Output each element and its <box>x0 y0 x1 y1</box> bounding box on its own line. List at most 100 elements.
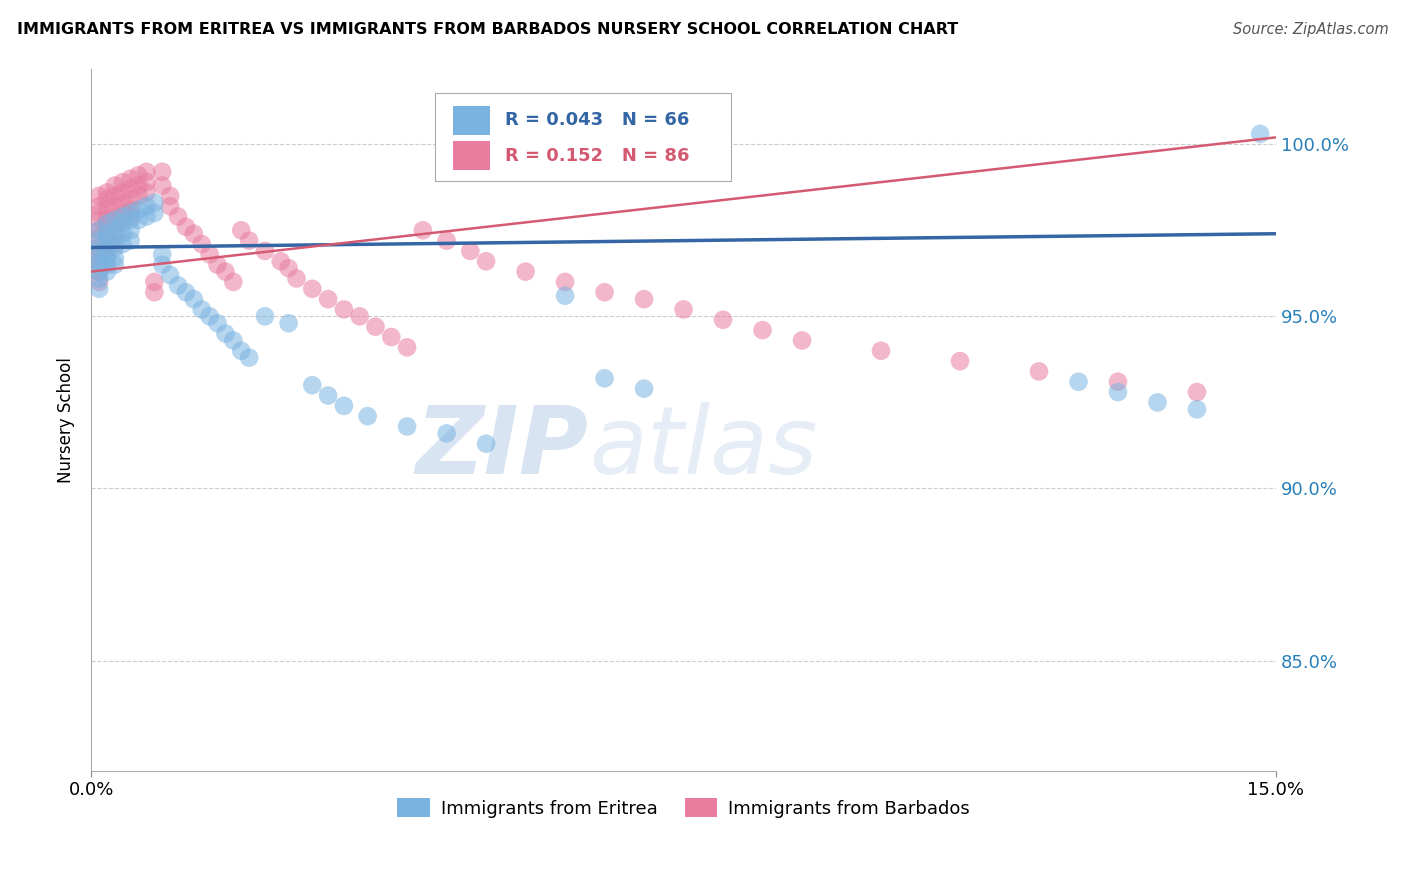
Point <box>143 195 166 210</box>
Y-axis label: Nursery School: Nursery School <box>58 357 75 483</box>
Point <box>1028 364 1050 378</box>
Point <box>104 227 127 241</box>
Point <box>120 182 142 196</box>
Point <box>111 213 134 227</box>
Point <box>143 275 166 289</box>
Point <box>87 223 110 237</box>
Point <box>87 247 110 261</box>
Point <box>150 247 173 261</box>
Point <box>167 278 190 293</box>
Point <box>111 186 134 200</box>
Point <box>87 264 110 278</box>
Point <box>104 240 127 254</box>
Point <box>104 230 127 244</box>
Point <box>87 230 110 244</box>
Point <box>87 258 110 272</box>
Point <box>475 436 498 450</box>
Point <box>96 213 118 227</box>
Point <box>333 302 356 317</box>
Point <box>96 219 118 234</box>
Point <box>150 258 173 272</box>
Point <box>277 261 299 276</box>
Point <box>1249 127 1271 141</box>
Point <box>214 264 236 278</box>
Point <box>333 399 356 413</box>
Point <box>135 186 157 200</box>
Point <box>96 234 118 248</box>
Point <box>87 254 110 268</box>
Point <box>120 234 142 248</box>
Point <box>150 178 173 193</box>
Point <box>87 213 110 227</box>
Point <box>87 199 110 213</box>
Point <box>104 258 127 272</box>
Point <box>870 343 893 358</box>
Bar <box>453 106 491 136</box>
Point <box>87 234 110 248</box>
Point <box>120 210 142 224</box>
Bar <box>453 141 491 170</box>
Point <box>380 330 402 344</box>
Point <box>143 206 166 220</box>
Text: IMMIGRANTS FROM ERITREA VS IMMIGRANTS FROM BARBADOS NURSERY SCHOOL CORRELATION C: IMMIGRANTS FROM ERITREA VS IMMIGRANTS FR… <box>17 22 957 37</box>
Text: Source: ZipAtlas.com: Source: ZipAtlas.com <box>1233 22 1389 37</box>
Point <box>183 227 205 241</box>
Point <box>1185 385 1208 400</box>
Point <box>135 199 157 213</box>
Point <box>349 310 371 324</box>
Point <box>111 175 134 189</box>
Point <box>198 310 221 324</box>
Point <box>96 230 118 244</box>
Point <box>1185 402 1208 417</box>
Point <box>253 310 276 324</box>
Point <box>96 247 118 261</box>
Point <box>111 227 134 241</box>
Point <box>87 189 110 203</box>
Point <box>396 419 419 434</box>
Point <box>356 409 378 424</box>
Point <box>104 223 127 237</box>
Point <box>104 237 127 252</box>
Point <box>515 264 537 278</box>
Point <box>96 186 118 200</box>
Point <box>1107 385 1129 400</box>
Point <box>593 371 616 385</box>
Point <box>96 216 118 230</box>
Point <box>238 351 260 365</box>
Point <box>159 268 181 282</box>
Point <box>277 316 299 330</box>
Point <box>87 254 110 268</box>
Point <box>120 171 142 186</box>
Point <box>104 216 127 230</box>
Point <box>316 292 339 306</box>
Point <box>135 165 157 179</box>
Point <box>167 210 190 224</box>
Point <box>87 240 110 254</box>
Text: R = 0.043   N = 66: R = 0.043 N = 66 <box>505 112 689 129</box>
Point <box>198 247 221 261</box>
Point <box>135 175 157 189</box>
Point <box>87 282 110 296</box>
Point <box>231 343 253 358</box>
Point <box>96 264 118 278</box>
Point <box>1107 375 1129 389</box>
Point <box>214 326 236 341</box>
Point <box>128 213 150 227</box>
Point <box>593 285 616 300</box>
Point <box>120 213 142 227</box>
Point <box>159 199 181 213</box>
Point <box>111 237 134 252</box>
Point <box>949 354 972 368</box>
Point <box>190 302 212 317</box>
Point <box>436 234 458 248</box>
Point <box>458 244 481 258</box>
Point <box>96 202 118 217</box>
Point <box>159 189 181 203</box>
Point <box>475 254 498 268</box>
Point <box>96 244 118 258</box>
Point <box>751 323 773 337</box>
Point <box>554 288 576 302</box>
Point <box>87 247 110 261</box>
Point <box>104 251 127 265</box>
Point <box>1067 375 1090 389</box>
